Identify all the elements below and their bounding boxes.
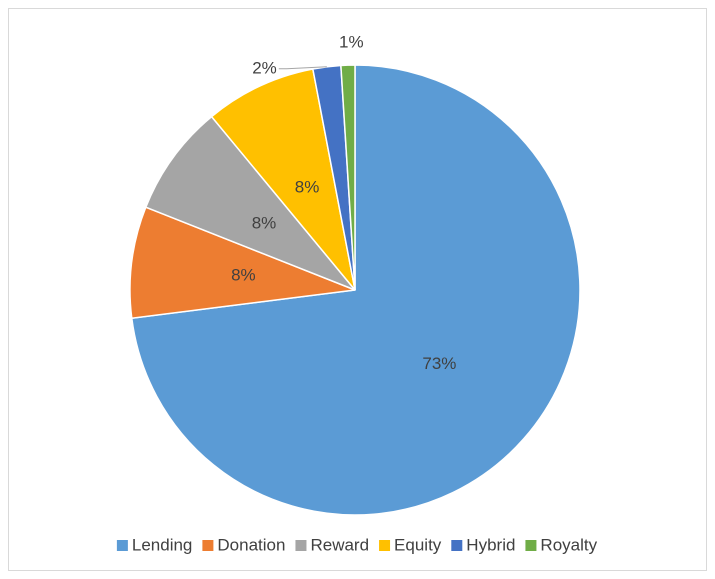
legend-label: Lending [132, 535, 193, 554]
legend: Lending Donation Reward Equity Hybrid Royalty [116, 535, 598, 554]
legend-swatch [116, 540, 128, 551]
legend-label: Equity [394, 535, 442, 554]
data-label: 8% [231, 265, 256, 284]
leader-line [278, 66, 327, 70]
pie-slice [144, 115, 356, 291]
legend-swatch [451, 540, 463, 551]
legend-label: Donation [217, 535, 285, 554]
legend-swatch [525, 540, 537, 551]
data-label: 1% [339, 33, 364, 52]
legend-label: Reward [310, 535, 369, 554]
pie-slice [340, 64, 356, 291]
pie-slice [129, 206, 356, 320]
legend-swatch [295, 540, 307, 551]
data-label: 8% [252, 213, 277, 232]
data-label: 8% [295, 178, 320, 197]
legend-swatch [379, 540, 391, 551]
legend-swatch [202, 540, 214, 551]
legend-label: Hybrid [466, 535, 515, 554]
data-label: 73% [422, 354, 456, 373]
legend-label: Royalty [540, 535, 597, 554]
pie-slice [210, 68, 356, 291]
pie-slice [130, 64, 581, 516]
data-label: 2% [252, 58, 277, 77]
